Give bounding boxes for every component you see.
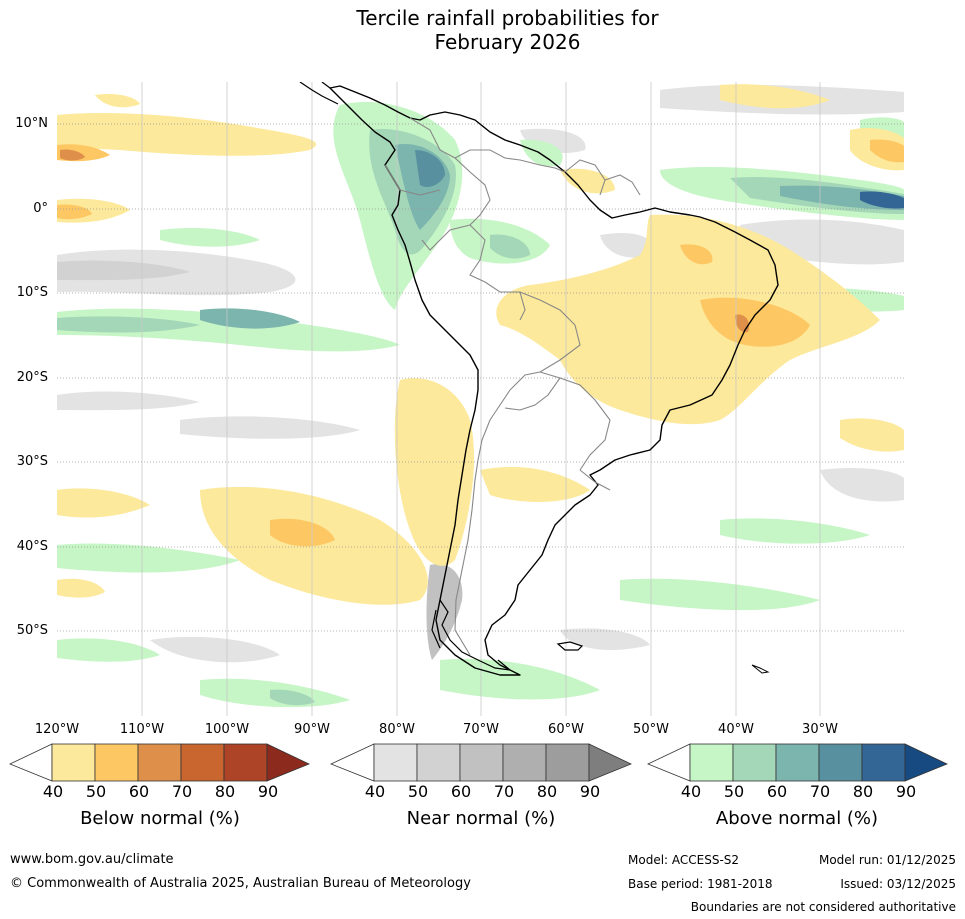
south-america-coastline xyxy=(329,85,779,676)
colorbar-near-segment xyxy=(502,743,547,782)
south-georgia xyxy=(751,664,770,674)
colorbar-below-segment xyxy=(137,743,182,782)
colorbar-near-label: Near normal (%) xyxy=(406,808,556,829)
colorbar-near-tick: 90 xyxy=(579,782,601,801)
website-link[interactable]: www.bom.gov.au/climate xyxy=(10,852,174,867)
model-run-date: Model run: 01/12/2025 xyxy=(818,853,956,867)
colorbar-above-segment xyxy=(689,743,734,782)
colorbar-above-tick: 80 xyxy=(852,782,874,801)
colorbar-below-segment xyxy=(223,743,268,782)
falkland-islands xyxy=(556,641,584,651)
lon-label: 90°W xyxy=(294,722,330,737)
lon-label: 40°W xyxy=(718,722,754,737)
tierra-del-fuego xyxy=(431,599,512,671)
colorbar-above-tick: 40 xyxy=(680,782,702,801)
colorbar-near-segment xyxy=(459,743,504,782)
meridians xyxy=(141,82,821,716)
colorbar-near-tick: 70 xyxy=(493,782,515,801)
colorbar-below-tick: 70 xyxy=(171,782,193,801)
colorbar-above-segment xyxy=(647,743,691,782)
colorbar-near-segment xyxy=(416,743,461,782)
lat-label: 50°S xyxy=(16,623,48,638)
colorbar-above-tick: 70 xyxy=(809,782,831,801)
lat-label: 30°S xyxy=(16,454,48,469)
colorbar-below-tick: 40 xyxy=(42,782,64,801)
lon-label: 60°W xyxy=(548,722,584,737)
map-area xyxy=(57,82,904,716)
colorbar-above-segment xyxy=(775,743,820,782)
copyright-text: © Commonwealth of Australia 2025, Austra… xyxy=(10,876,471,891)
central-america-coastline xyxy=(299,82,339,105)
colorbar-near-segment xyxy=(588,743,632,782)
lat-label: 10°N xyxy=(15,116,48,131)
colorbar-below-segment xyxy=(9,743,53,782)
lon-label: 80°W xyxy=(379,722,415,737)
colorbar-below-tick: 50 xyxy=(85,782,107,801)
colorbar-above xyxy=(647,743,948,782)
issued-date: Issued: 03/12/2025 xyxy=(840,877,956,891)
lat-label: 40°S xyxy=(16,539,48,554)
title-line-2: February 2026 xyxy=(434,30,581,54)
lat-label: 0° xyxy=(33,201,48,216)
lon-label: 50°W xyxy=(633,722,669,737)
colorbar-below-tick: 60 xyxy=(128,782,150,801)
lat-label: 20°S xyxy=(16,370,48,385)
lon-label: 110°W xyxy=(119,722,165,737)
colorbar-near-tick: 50 xyxy=(407,782,429,801)
boundaries-disclaimer: Boundaries are not considered authoritat… xyxy=(690,900,956,914)
country-borders xyxy=(384,117,641,656)
lon-label: 100°W xyxy=(204,722,250,737)
colorbar-above-tick: 60 xyxy=(766,782,788,801)
colorbar-below-segment xyxy=(94,743,139,782)
colorbar-near xyxy=(329,743,632,782)
colorbar-above-segment xyxy=(732,743,777,782)
below-normal-regions xyxy=(57,84,904,605)
lon-label: 70°W xyxy=(463,722,499,737)
colorbar-above-segment xyxy=(904,743,948,782)
colorbar-near-tick: 80 xyxy=(536,782,558,801)
lat-label: 10°S xyxy=(16,285,48,300)
lon-label: 120°W xyxy=(34,722,80,737)
colorbar-below-tick: 90 xyxy=(257,782,279,801)
colorbar-near-segment xyxy=(545,743,590,782)
colorbar-below-segment xyxy=(266,743,310,782)
lon-label: 30°W xyxy=(802,722,838,737)
base-period: Base period: 1981-2018 xyxy=(628,877,773,891)
colorbar-below-label: Below normal (%) xyxy=(80,808,240,829)
colorbar-near-segment xyxy=(329,743,375,782)
colorbar-below-segment xyxy=(51,743,96,782)
colorbar-below-segment xyxy=(180,743,225,782)
colorbar-above-tick: 50 xyxy=(723,782,745,801)
model-name: Model: ACCESS-S2 xyxy=(628,853,740,867)
colorbar-near-segment xyxy=(373,743,418,782)
colorbar-above-label: Above normal (%) xyxy=(715,808,879,829)
colorbar-near-tick: 60 xyxy=(450,782,472,801)
colorbar-below xyxy=(9,743,310,782)
colorbar-above-segment xyxy=(818,743,863,782)
map-title: Tercile rainfall probabilities for Febru… xyxy=(0,6,965,54)
colorbar-above-segment xyxy=(861,743,906,782)
colorbar-near-tick: 40 xyxy=(364,782,386,801)
colorbar-below-tick: 80 xyxy=(214,782,236,801)
title-line-1: Tercile rainfall probabilities for xyxy=(356,6,659,30)
colorbar-above-tick: 90 xyxy=(895,782,917,801)
